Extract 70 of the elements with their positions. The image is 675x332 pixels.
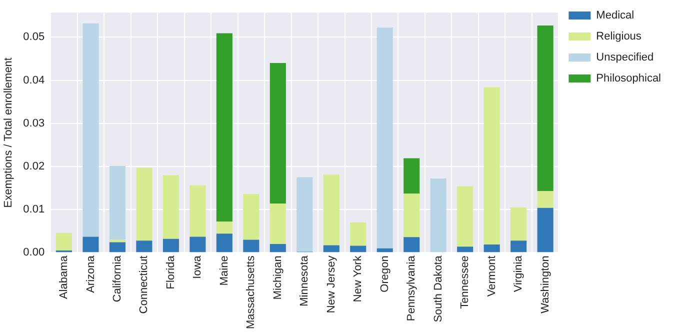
- bar: [457, 186, 474, 247]
- legend-label: Medical: [596, 10, 634, 22]
- bar: [537, 208, 554, 252]
- bar: [270, 244, 286, 252]
- x-tick-label: Michigan: [272, 256, 284, 300]
- bar: [216, 222, 232, 234]
- x-tick-label: Maine: [218, 256, 230, 286]
- bar: [136, 168, 152, 241]
- bar: [162, 175, 179, 239]
- bar: [484, 87, 500, 244]
- x-tick-label: Oregon: [378, 256, 391, 292]
- bar: [109, 240, 126, 242]
- bar: [270, 204, 286, 244]
- legend-label: Unspecified: [596, 52, 654, 64]
- x-tick-label: South Dakota: [432, 254, 444, 322]
- bar: [457, 246, 474, 252]
- y-tick-label: 0.02: [23, 160, 45, 172]
- bar: [350, 222, 366, 246]
- bar: [216, 33, 232, 222]
- bar: [243, 240, 260, 252]
- x-tick-label: New York: [352, 255, 364, 302]
- y-tick-label: 0.00: [23, 246, 45, 259]
- y-tick-label: 0.01: [23, 204, 45, 216]
- bar: [404, 194, 420, 238]
- bar: [323, 174, 340, 246]
- y-tick-label: 0.04: [23, 74, 45, 86]
- x-tick-label: Tennessee: [459, 256, 472, 309]
- legend-label: Philosophical: [596, 72, 662, 85]
- bar: [484, 244, 500, 252]
- bar: [296, 177, 313, 252]
- x-tick-label: Alabama: [58, 254, 70, 300]
- bar: [162, 238, 179, 252]
- bar: [323, 245, 340, 252]
- bar: [510, 207, 527, 241]
- y-tick-label: 0.03: [23, 117, 45, 130]
- bar: [510, 240, 527, 252]
- bar: [376, 248, 393, 252]
- bar: [430, 178, 446, 252]
- bar: [190, 185, 206, 237]
- x-tick-label: Minnesota: [298, 254, 311, 306]
- bar: [404, 158, 420, 194]
- y-tick-label: 0.05: [23, 31, 45, 44]
- bar: [350, 246, 366, 252]
- bar: [537, 26, 554, 192]
- x-tick-label: Iowa: [192, 254, 204, 279]
- legend-label: Religious: [596, 30, 642, 43]
- bar: [56, 232, 72, 250]
- bar: [82, 236, 99, 252]
- x-tick-label: California: [111, 254, 124, 302]
- x-tick-label: Massachusetts: [245, 255, 258, 330]
- bar: [376, 28, 393, 248]
- x-tick-label: Washington: [539, 256, 552, 314]
- bar: [404, 237, 420, 252]
- bar: [537, 191, 554, 208]
- x-tick-label: Vermont: [486, 256, 498, 297]
- x-tick-label: Florida: [164, 254, 177, 290]
- x-tick-label: Arizona: [84, 254, 97, 293]
- bar: [109, 242, 126, 252]
- bar: [136, 240, 152, 252]
- bar: [243, 194, 260, 240]
- x-tick-label: Virginia: [512, 254, 525, 292]
- x-tick-label: Connecticut: [138, 256, 150, 314]
- bar: [109, 166, 126, 240]
- x-tick-label: New Jersey: [325, 255, 338, 314]
- bar: [216, 234, 232, 252]
- bar: [270, 63, 286, 204]
- y-axis-title: Exemptions / Total enrollement: [2, 58, 15, 208]
- x-tick-label: Pennsylvania: [406, 254, 418, 322]
- bar: [82, 23, 99, 237]
- bar: [190, 236, 206, 252]
